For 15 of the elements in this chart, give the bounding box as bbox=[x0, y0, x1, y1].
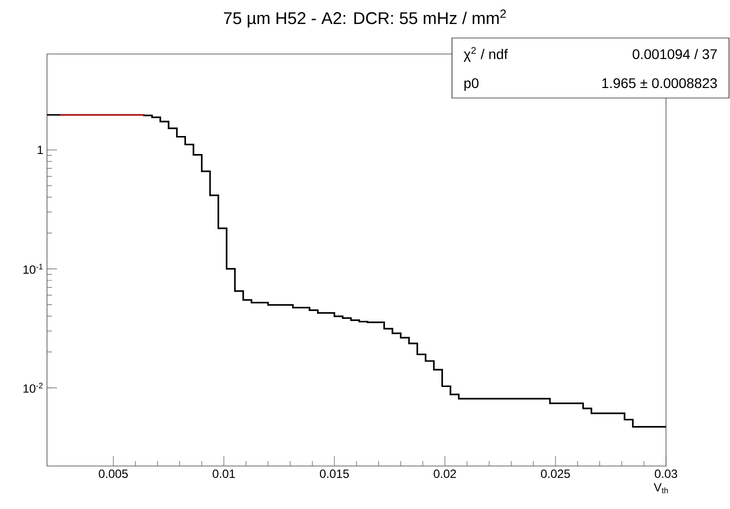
x-axis-title: V$_{th}$ bbox=[654, 483, 668, 494]
x-tick-label: 0.01 bbox=[212, 470, 235, 478]
y-tick-label: 10$^{-1}$ bbox=[24, 264, 43, 274]
x-tick-label: 0.025 bbox=[540, 470, 570, 478]
x-tick-label: 0.02 bbox=[434, 470, 456, 478]
y-tick-label: 10$^{-2}$ bbox=[24, 382, 43, 393]
annotation: p0 bbox=[464, 78, 478, 91]
x-tick-label: 0.03 bbox=[654, 470, 678, 478]
x-tick-label: 0.005 bbox=[98, 470, 128, 478]
annotation: χ$^{2}$ / ndf bbox=[464, 46, 508, 62]
y-tick-label: 1 bbox=[38, 146, 43, 154]
x-tick-label: 0.015 bbox=[320, 470, 349, 478]
annotation: 0.001094 / 37 bbox=[632, 48, 717, 60]
annotation: 1.965 ± 0.0008823 bbox=[602, 78, 717, 88]
chart-title: 75 µm H52 - A2: DCR: 55 mHz / mm$^{2}$ bbox=[224, 9, 506, 28]
